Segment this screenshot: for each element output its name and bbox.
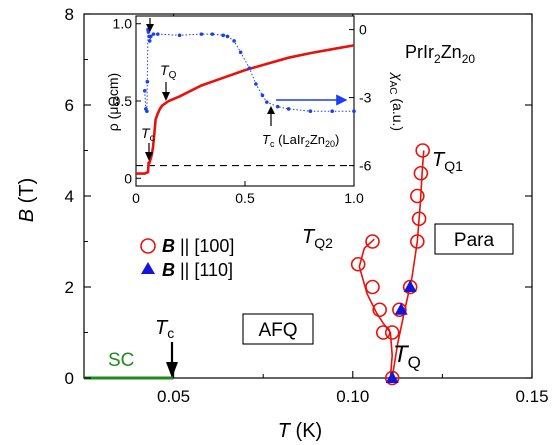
inset-chi-point <box>225 34 230 39</box>
inset-x-tick-label: 0.5 <box>235 190 255 206</box>
inset-tc-lair-arrow-head <box>267 106 275 114</box>
inset-tc-lair-label: Tc (LaIr2Zn20) <box>262 132 339 149</box>
inset-y-right-tick-label: 0 <box>359 22 367 38</box>
legend-marker-110 <box>141 262 155 274</box>
para-box <box>434 223 514 255</box>
point-b100 <box>411 211 427 227</box>
afq-box <box>242 313 314 345</box>
inset-tq-arrow-head <box>162 92 170 101</box>
inset-y-left-tick-label: 0 <box>124 170 132 186</box>
inset-chi-point <box>210 32 215 36</box>
inset-chi-point <box>265 100 269 104</box>
main-ticks: 0.05 0.10 0.15 0 2 4 6 8 <box>65 5 549 406</box>
inset-chi-point <box>352 109 356 113</box>
point-b100 <box>365 234 380 249</box>
TQ-line <box>382 322 394 379</box>
sc-label: SC <box>108 350 134 371</box>
inset-chi-point <box>199 32 204 36</box>
tc-label: Tc <box>155 317 174 341</box>
inset-chi-point <box>308 109 313 113</box>
inset-tq-label: TQ <box>160 62 177 81</box>
point-b100 <box>365 279 380 295</box>
point-b100 <box>392 302 407 318</box>
TQ2-line <box>358 238 384 324</box>
inset-rho-curve <box>136 44 355 175</box>
point-b110 <box>403 280 417 292</box>
inset-chi-point <box>330 109 335 113</box>
point-b110 <box>385 371 399 383</box>
inset-chi-point <box>254 82 258 86</box>
inset-left-axis-label: ρ (μΩcm) <box>105 73 121 131</box>
inset-content <box>136 27 356 175</box>
inset-right-axis-label: χAC (a.u.) <box>387 71 406 131</box>
inset-chi-point <box>151 32 156 36</box>
inset-chi-point <box>247 66 252 70</box>
inset-chi-point <box>232 39 236 43</box>
y-tick-label: 4 <box>65 187 74 206</box>
tq-label: TQ <box>393 341 421 372</box>
inset-chi-point <box>149 34 153 39</box>
point-b110 <box>394 302 408 315</box>
point-b100 <box>415 143 430 158</box>
inset-chi-point <box>221 33 225 38</box>
inset-y-right-tick-label: -3 <box>359 90 372 106</box>
inset-tc-arrow-head <box>145 152 153 161</box>
inset-y-right-tick-label: -6 <box>359 158 372 174</box>
y-tick-label: 8 <box>65 5 74 24</box>
inset-tc-label: Tc <box>141 125 155 144</box>
main-markers <box>350 143 430 386</box>
point-b100 <box>375 325 391 340</box>
point-b100 <box>350 256 366 272</box>
inset-chi-point <box>145 79 150 84</box>
legend-marker-100 <box>140 238 156 254</box>
y-tick-label: 2 <box>65 278 74 297</box>
inset-chi-point <box>142 89 147 93</box>
inset-chi-point <box>177 33 182 38</box>
point-b100 <box>413 165 429 181</box>
inset-ticks: 0 0.5 1.0 0 0.5 1.0 0 -3 -6 <box>113 16 372 206</box>
inset-title: PrIr2Zn20 <box>405 42 475 66</box>
tq1-label: TQ1 <box>432 149 463 174</box>
x-tick-label: 0.05 <box>157 387 190 406</box>
tc-arrow-head <box>166 362 178 378</box>
inset-chi-point <box>286 107 291 111</box>
point-b100 <box>410 234 425 249</box>
inset-frame <box>135 15 355 187</box>
inset-chi-point <box>156 32 160 36</box>
inset-chi-point <box>146 30 151 34</box>
TQ1-line <box>391 150 425 379</box>
inset-chi-point <box>145 109 149 113</box>
point-b100 <box>384 325 400 340</box>
inset-top-arrow-head <box>146 24 154 32</box>
y-tick-label: 6 <box>65 96 74 115</box>
para-label: Para <box>454 230 495 251</box>
y-axis-label: B (T) <box>16 178 38 222</box>
inset-chi-point <box>147 39 152 43</box>
tq2-label: TQ2 <box>302 226 333 251</box>
inset-y-left-tick-label: 1.0 <box>113 16 133 32</box>
x-tick-label: 0.15 <box>515 387 548 406</box>
inset-chi-point <box>260 93 265 98</box>
afq-label: AFQ <box>258 320 297 341</box>
legend-label-110: B || [110] <box>162 260 233 280</box>
x-tick-label: 0.10 <box>336 387 369 406</box>
inset-chi-point <box>275 104 280 109</box>
point-b100 <box>372 302 387 318</box>
inset-chi-point <box>238 50 243 55</box>
x-axis-label: T (K) <box>278 420 322 442</box>
point-b100 <box>410 188 425 204</box>
inset-x-tick-label: 0 <box>132 190 140 206</box>
legend: B || [100] B || [110] <box>140 236 234 280</box>
y-tick-label: 0 <box>65 369 74 388</box>
legend-label-100: B || [100] <box>162 236 234 256</box>
inset-y-left-tick-label: 0.5 <box>113 93 133 109</box>
inset-x-tick-label: 1.0 <box>344 190 364 206</box>
